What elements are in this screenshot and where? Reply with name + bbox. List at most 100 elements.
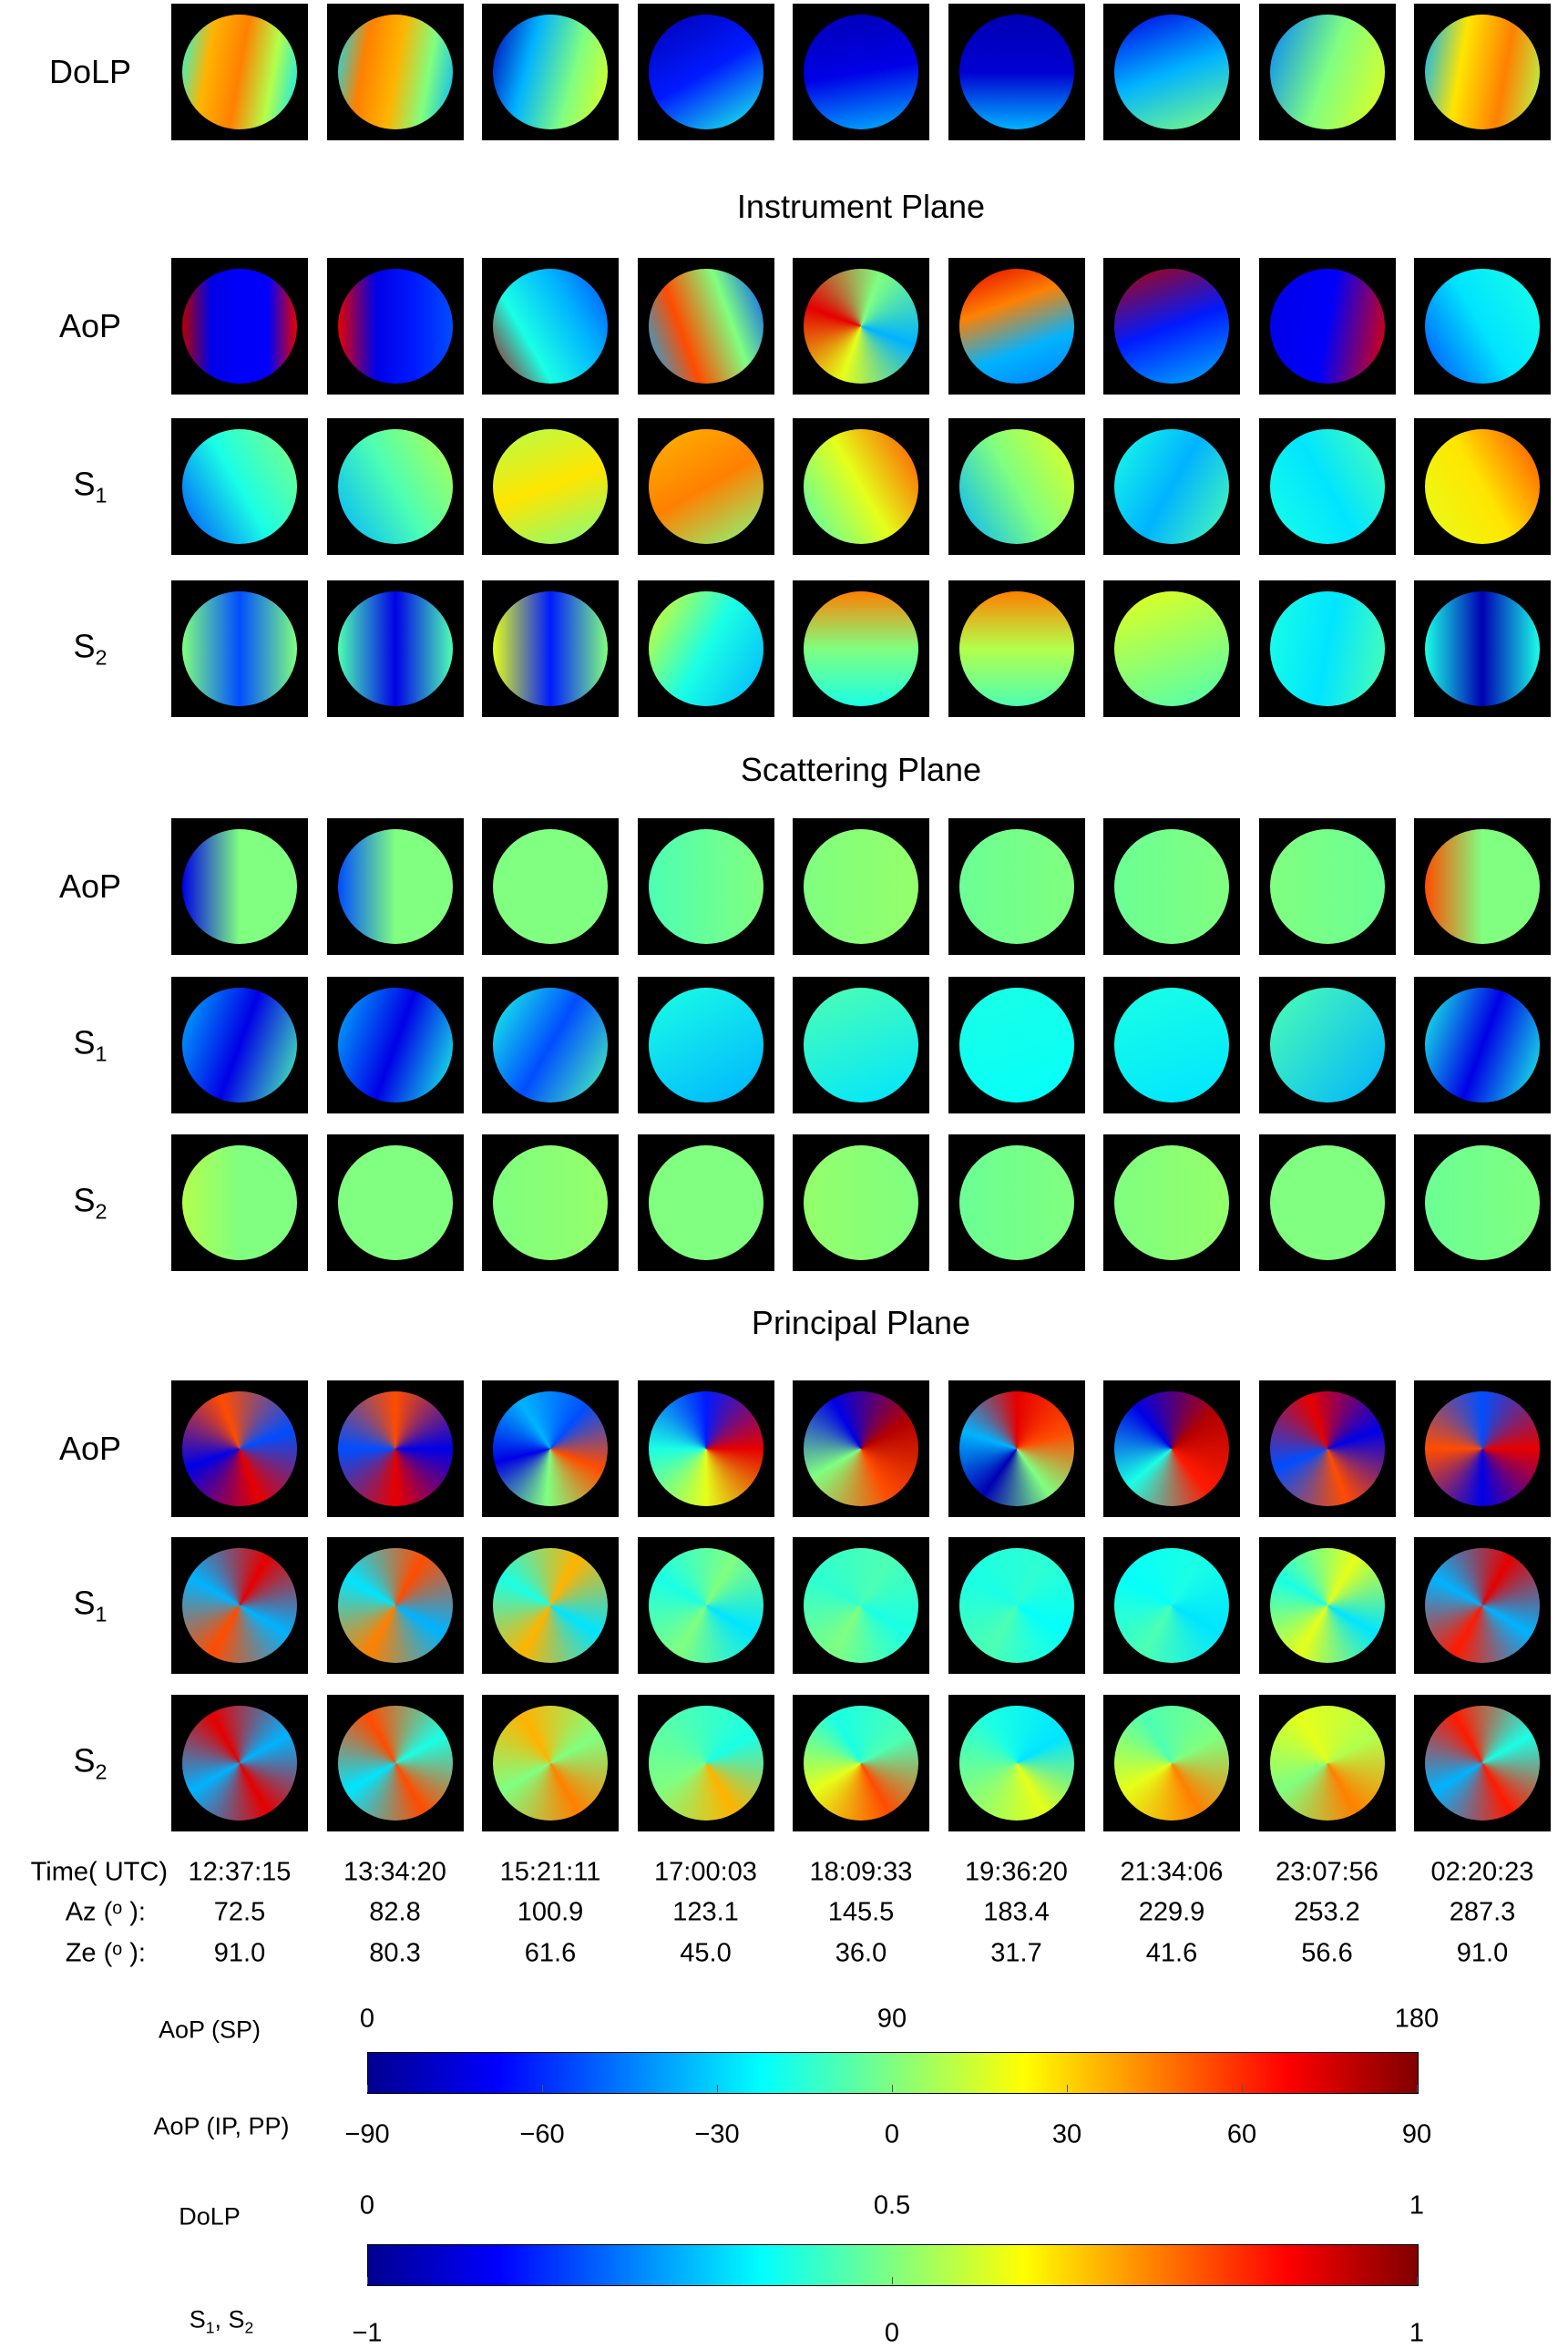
table-cell: 21:34:06 [1120,1857,1224,1887]
label-text: , S [214,2305,245,2334]
colorbar [367,2244,1419,2286]
polarization-disk [958,1391,1074,1506]
image-panel [793,818,929,955]
table-cell: 183.4 [983,1897,1050,1927]
polarization-disk [493,1145,608,1260]
row-label: S1 [73,1584,107,1626]
table-cell: 15:21:11 [499,1857,601,1887]
row-label-sub: 1 [95,483,108,508]
colorbar-tick-label: 0 [884,2119,900,2149]
polarization-disk [648,1145,764,1260]
image-panel [948,1134,1085,1271]
polarization-disk [804,269,918,384]
row-label: DoLP [49,53,131,91]
image-panel [1103,1695,1240,1831]
image-panel [637,1537,774,1674]
polarization-disk [182,429,297,544]
table-cell: 18:09:33 [809,1857,913,1887]
image-panel [171,1695,308,1831]
polarization-disk [1425,1391,1540,1506]
table-cell: 100.9 [517,1897,584,1927]
colorbar-tick-label: 0 [884,2318,900,2348]
image-panel [171,418,308,555]
image-panel [1258,258,1396,395]
polarization-disk [958,591,1074,706]
polarization-disk [1425,1548,1540,1663]
colorbar-top-label: AoP (SP) [158,2016,261,2044]
image-panel [482,977,619,1113]
polarization-disk [1269,1706,1385,1821]
polarization-disk [1269,269,1385,384]
table-cell: 36.0 [835,1938,887,1968]
polarization-disk [493,429,608,544]
image-panel [482,1537,619,1674]
table-cell: 82.8 [369,1897,421,1927]
image-panel [1103,1537,1240,1674]
colorbar-tick-mark [892,2277,893,2284]
colorbar [367,2052,1419,2094]
colorbar-tick-label: 60 [1226,2119,1257,2149]
table-cell: 23:07:56 [1276,1857,1378,1887]
polarization-disk [1114,1145,1229,1260]
polarization-disk [493,1548,608,1663]
image-panel [171,818,308,955]
polarization-disk [1425,591,1540,706]
image-panel [482,580,619,717]
polarization-disk [958,1706,1074,1821]
colorbar-top-label: DoLP [179,2202,241,2231]
colorbar-tick-label: 0 [359,2004,375,2034]
image-panel [326,580,464,717]
image-panel [1414,977,1551,1113]
image-panel [637,1380,774,1517]
polarization-disk [337,1706,453,1821]
polarization-disk [1269,429,1385,544]
row-label-text: AoP [58,867,122,905]
image-panel [1103,418,1240,555]
polarization-disk [1269,829,1385,944]
image-panel [1258,418,1396,555]
row-label: S2 [73,1741,107,1784]
polarization-disk [648,429,764,544]
image-panel [326,258,464,395]
image-panel [948,818,1085,955]
polarization-disk [648,1706,764,1821]
colorbar-tick-label: 30 [1051,2119,1082,2149]
image-panel [171,1537,308,1674]
polarization-disk [958,269,1074,384]
row-label: S1 [73,465,107,508]
polarization-disk [1114,1391,1229,1506]
table-cell: 19:36:20 [965,1857,1068,1887]
row-label-sub: 2 [95,645,108,670]
table-cell: 17:00:03 [654,1857,757,1887]
colorbar-tick-mark [542,2085,543,2092]
row-label-text: AoP [58,1430,122,1467]
table-cell: 72.5 [213,1897,266,1927]
row-label-text: S [73,465,96,503]
image-panel [637,418,774,555]
polarization-disk [1114,269,1229,384]
label-sub: 1 [205,2318,215,2337]
image-panel [171,1134,308,1271]
image-panel [1258,977,1396,1113]
polarization-disk [1269,1548,1385,1663]
table-cell: 91.0 [1456,1938,1509,1968]
table-cell: 61.6 [524,1938,577,1968]
row-label-text: S [73,1741,96,1780]
polarization-disk [1425,1706,1540,1821]
image-panel [1103,580,1240,717]
section-title: Instrument Plane [736,188,986,225]
row-label-sub: 1 [95,1041,108,1066]
image-panel [326,1380,464,1517]
polarization-disk [1114,988,1229,1103]
polarization-disk [1425,15,1540,129]
polarization-disk [337,829,453,944]
colorbar-tick-label: 0.5 [873,2190,911,2221]
polarization-disk [337,1145,453,1260]
polarization-disk [804,591,918,706]
image-panel [326,1537,464,1674]
polarization-disk [182,988,297,1103]
row-label: S2 [73,627,107,670]
polarization-disk [1269,1145,1385,1260]
image-panel [482,4,619,140]
table-cell: 45.0 [680,1938,732,1968]
